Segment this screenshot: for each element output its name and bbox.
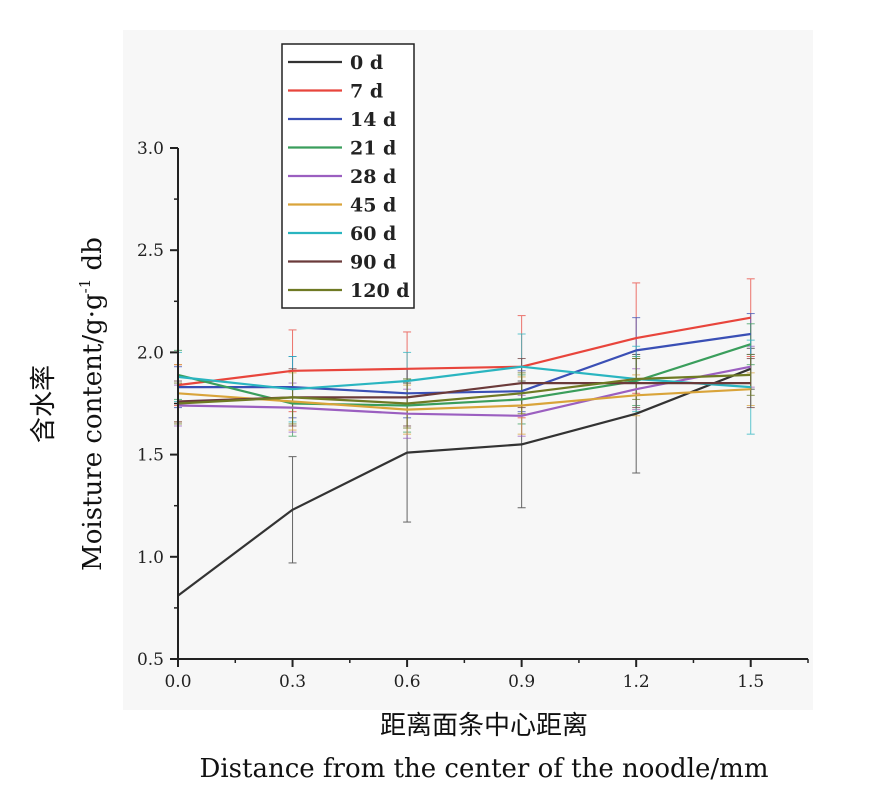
error-bar-8-5	[746, 353, 755, 396]
x-tick-label-2: 0.6	[394, 672, 421, 692]
plot-background	[123, 30, 813, 710]
series-line-60d	[177, 365, 751, 391]
legend-label-3: 21 d	[350, 138, 396, 160]
y-axis-title-suffix: db	[78, 237, 108, 279]
legend-label-1: 7 d	[350, 81, 383, 103]
y-axis-title-superscript: -1	[76, 279, 94, 294]
x-tick-label-4: 1.2	[623, 672, 650, 692]
series-line-120d	[177, 373, 751, 405]
y-axis-title-main: Moisture content/g·g	[78, 293, 108, 571]
x-tick-label-1: 0.3	[279, 672, 306, 692]
y-axis-title-cn: 含水率	[29, 365, 59, 443]
y-axis-title: Moisture content/g·g-1 db	[76, 237, 108, 571]
series-lines	[177, 316, 752, 597]
y-tick-label-4: 2.5	[137, 241, 164, 261]
x-tick-label-0: 0.0	[164, 672, 191, 692]
legend-label-6: 60 d	[350, 223, 396, 245]
y-tick-label-3: 2.0	[137, 343, 164, 363]
y-tick-label-1: 1.0	[137, 548, 164, 568]
legend-label-4: 28 d	[350, 166, 396, 188]
legend-label-7: 90 d	[350, 252, 396, 274]
legend-label-8: 120 d	[350, 280, 410, 302]
legend-label-5: 45 d	[350, 195, 396, 217]
legend: 0 d 7 d 14 d 21 d 28 d 45 d 60 d 90 d 120 d	[281, 43, 415, 309]
x-tick-label-5: 1.5	[737, 672, 764, 692]
series-line-0d	[177, 367, 752, 597]
x-axis-title: Distance from the center of the noodle/m…	[200, 754, 769, 784]
x-tick-label-3: 0.9	[508, 672, 535, 692]
legend-label-0: 0 d	[350, 52, 383, 74]
y-tick-label-0: 0.5	[137, 650, 164, 670]
ticks: 0.5 1.0 1.5 2.0 2.5 3.0 0.0 0.3 0.6 0.9 1.2 1.5	[137, 139, 809, 692]
legend-label-2: 14 d	[350, 109, 396, 131]
x-axis-title-cn: 距离面条中心距离	[380, 711, 588, 741]
series-line-28d	[177, 365, 751, 417]
y-tick-label-5: 3.0	[137, 139, 164, 159]
series-line-45d	[177, 388, 751, 411]
y-tick-label-2: 1.5	[137, 446, 164, 466]
series-line-7d	[177, 316, 751, 387]
